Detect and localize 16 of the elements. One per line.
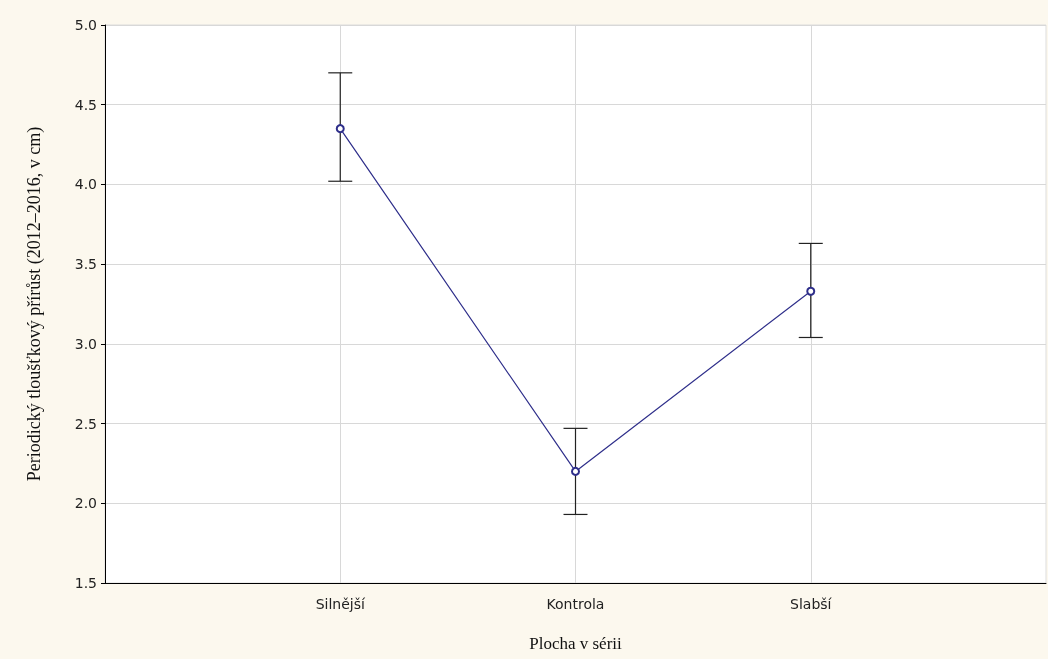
y-tick-label: 5.0 — [74, 17, 97, 33]
y-tick-label: 3.5 — [74, 256, 97, 273]
y-tick-label: 1.5 — [74, 575, 97, 591]
x-tick-label: Silnější — [315, 596, 366, 612]
point — [806, 286, 816, 296]
y-tick-label: 2.0 — [74, 495, 97, 512]
point — [335, 124, 345, 134]
y-tick-label: 4.0 — [74, 176, 97, 193]
x-tick-label: Slabší — [790, 596, 833, 612]
x-tick-label: Kontrola — [546, 596, 605, 612]
y-axis-title: Periodický tloušťkový přírůst (2012–2016, v cm) — [24, 126, 45, 482]
y-tick-label: 2.5 — [74, 415, 97, 432]
point — [571, 466, 580, 476]
y-tick-label: 3.0 — [74, 335, 97, 352]
y-tick-label: 4.5 — [74, 96, 97, 113]
x-axis-title: Plocha v sérii — [529, 634, 623, 653]
